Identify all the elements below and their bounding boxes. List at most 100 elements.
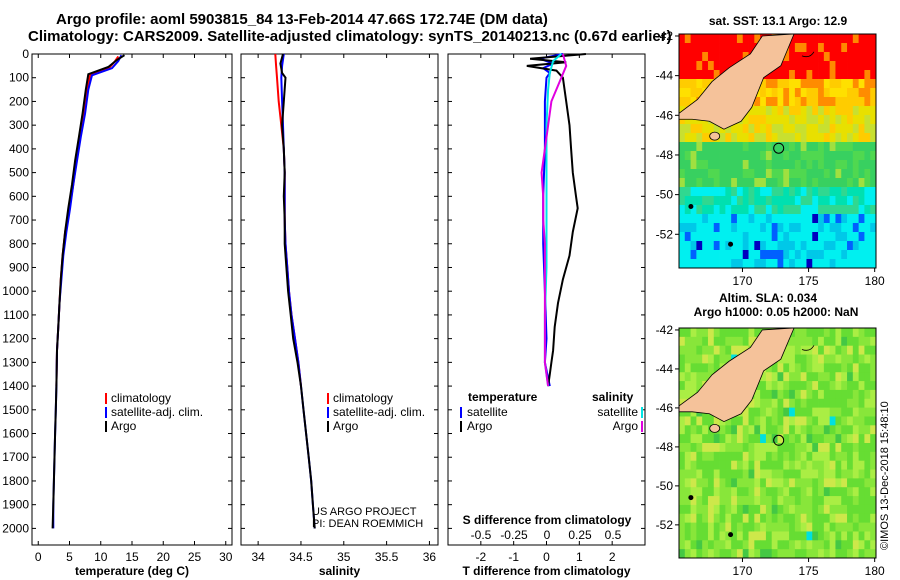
sst_map-cell	[702, 133, 709, 143]
sst_map-cell	[789, 88, 796, 98]
sla_map-cell	[736, 504, 744, 515]
sla_map-cell	[794, 451, 802, 462]
sla_map-cell	[713, 487, 720, 497]
sst_map-cell	[696, 205, 703, 215]
sla_map-cell	[713, 434, 720, 444]
sla_map-cell	[870, 487, 877, 497]
sla_map-cell	[696, 522, 703, 532]
sst_map-ytick-label: -52	[656, 227, 674, 241]
sst_map-cell	[736, 187, 744, 197]
sla_map-cell	[690, 513, 697, 524]
sla_map-cell	[806, 460, 813, 470]
sst_map-cell	[806, 142, 813, 152]
sla_map-cell	[736, 425, 744, 435]
sla_map-cell	[870, 345, 877, 355]
sst_map-cell	[858, 241, 865, 251]
depth-tick-label: 600	[9, 189, 29, 203]
sst_map-cell	[806, 241, 813, 251]
sla_map-cell	[684, 513, 691, 524]
sla_map-cell	[771, 540, 778, 550]
sla_map-cell	[679, 372, 686, 382]
sla_map-cell	[702, 469, 709, 479]
sla_map-ytick-label: -42	[656, 323, 674, 337]
sla_map-cell	[829, 478, 836, 488]
sst_map-cell	[748, 205, 755, 215]
sla_map-cell	[771, 478, 778, 488]
sst_map-cell	[702, 52, 709, 62]
sla_map-cell	[777, 363, 784, 373]
sla_map-cell	[852, 389, 860, 400]
sst_map-cell	[800, 124, 807, 134]
sst_map-cell	[829, 232, 836, 242]
sla_map-cell	[765, 451, 773, 462]
sst_map-cell	[841, 88, 848, 98]
sst_map-cell	[783, 79, 790, 89]
sla_map-cell	[818, 451, 825, 462]
sla_map-cell	[765, 398, 773, 409]
sla_map-cell	[789, 345, 796, 355]
depth-tick-label: 1500	[2, 403, 29, 417]
sla_map-cell	[789, 522, 796, 532]
sla_map-cell	[725, 549, 732, 559]
sla_map-cell	[731, 496, 738, 506]
sla_map-cell	[725, 443, 732, 453]
sla_map-cell	[702, 487, 709, 497]
sst_map-cell	[847, 43, 854, 53]
sla_map-cell	[702, 328, 709, 338]
sst_map-cell	[777, 241, 784, 251]
sla_map-cell	[754, 469, 761, 479]
sla_map-cell	[783, 531, 790, 541]
sst_map-cell	[783, 97, 790, 107]
depth-tick-label: 1400	[2, 379, 29, 393]
sla_map-cell	[829, 389, 836, 400]
sla_map-cell	[748, 407, 755, 417]
sla_map-cell	[835, 451, 842, 462]
sst_map-cell	[812, 196, 819, 206]
sla_map-cell	[852, 531, 860, 541]
sla_map-cell	[783, 469, 790, 479]
sst_map-cell	[841, 223, 848, 233]
sst_map-cell	[777, 187, 784, 197]
sla_map-cell	[835, 398, 842, 409]
sst_map-cell	[742, 223, 749, 233]
sla_map-cell	[765, 443, 773, 453]
sst_map-cell	[783, 61, 790, 71]
sst_map-cell	[736, 52, 744, 62]
sla_map-cell	[829, 531, 836, 541]
sst_map-cell	[823, 70, 831, 80]
salinity-xtick-label: 34.5	[289, 550, 313, 564]
sst_map-cell	[702, 205, 709, 215]
sla_map-cell	[800, 451, 807, 462]
sst_map-cell	[742, 178, 749, 188]
sla_map-cell	[806, 496, 813, 506]
sla_map-cell	[800, 478, 807, 488]
sst_map-ytick-label: -50	[656, 188, 674, 202]
sla_map-cell	[679, 381, 686, 391]
sst_map-cell	[806, 106, 813, 116]
sla_map-cell	[690, 460, 697, 470]
sst_map-cell	[777, 142, 784, 152]
sst_map-cell	[754, 223, 761, 233]
sla_map-cell	[858, 425, 865, 435]
sst_map-cell	[841, 79, 848, 89]
sst_map-cell	[707, 196, 715, 206]
sst_map-cell	[800, 142, 807, 152]
sla_map-cell	[719, 522, 726, 532]
sst_map-cell	[800, 196, 807, 206]
sst_map-cell	[841, 70, 848, 80]
sla_map-cell	[684, 460, 691, 470]
sla_map-cell	[823, 540, 831, 550]
sla_map-cell	[847, 478, 854, 488]
sst_map-cell	[742, 43, 749, 53]
sst_map-cell	[794, 241, 802, 251]
sst_map-cell	[852, 214, 860, 224]
sst_map-cell	[690, 124, 697, 134]
sst_map-cell	[748, 214, 755, 224]
sst_map-cell	[789, 250, 796, 260]
sst_map-cell	[818, 79, 825, 89]
sst_map-cell	[765, 241, 773, 251]
sla_map-cell	[847, 469, 854, 479]
sla_map-cell	[789, 425, 796, 435]
sla_map-cell	[852, 522, 860, 532]
sst_map-cell	[870, 259, 877, 269]
